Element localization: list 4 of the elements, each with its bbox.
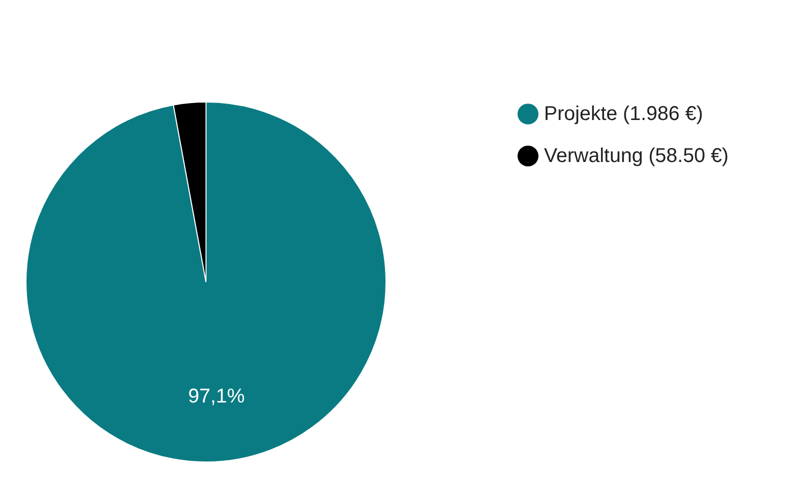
legend-label: Verwaltung (58.50 €) <box>544 145 729 167</box>
data-label: 97,1% <box>188 386 246 408</box>
legend-label: Projekte (1.986 €) <box>544 103 703 125</box>
pie-slice <box>26 102 386 462</box>
